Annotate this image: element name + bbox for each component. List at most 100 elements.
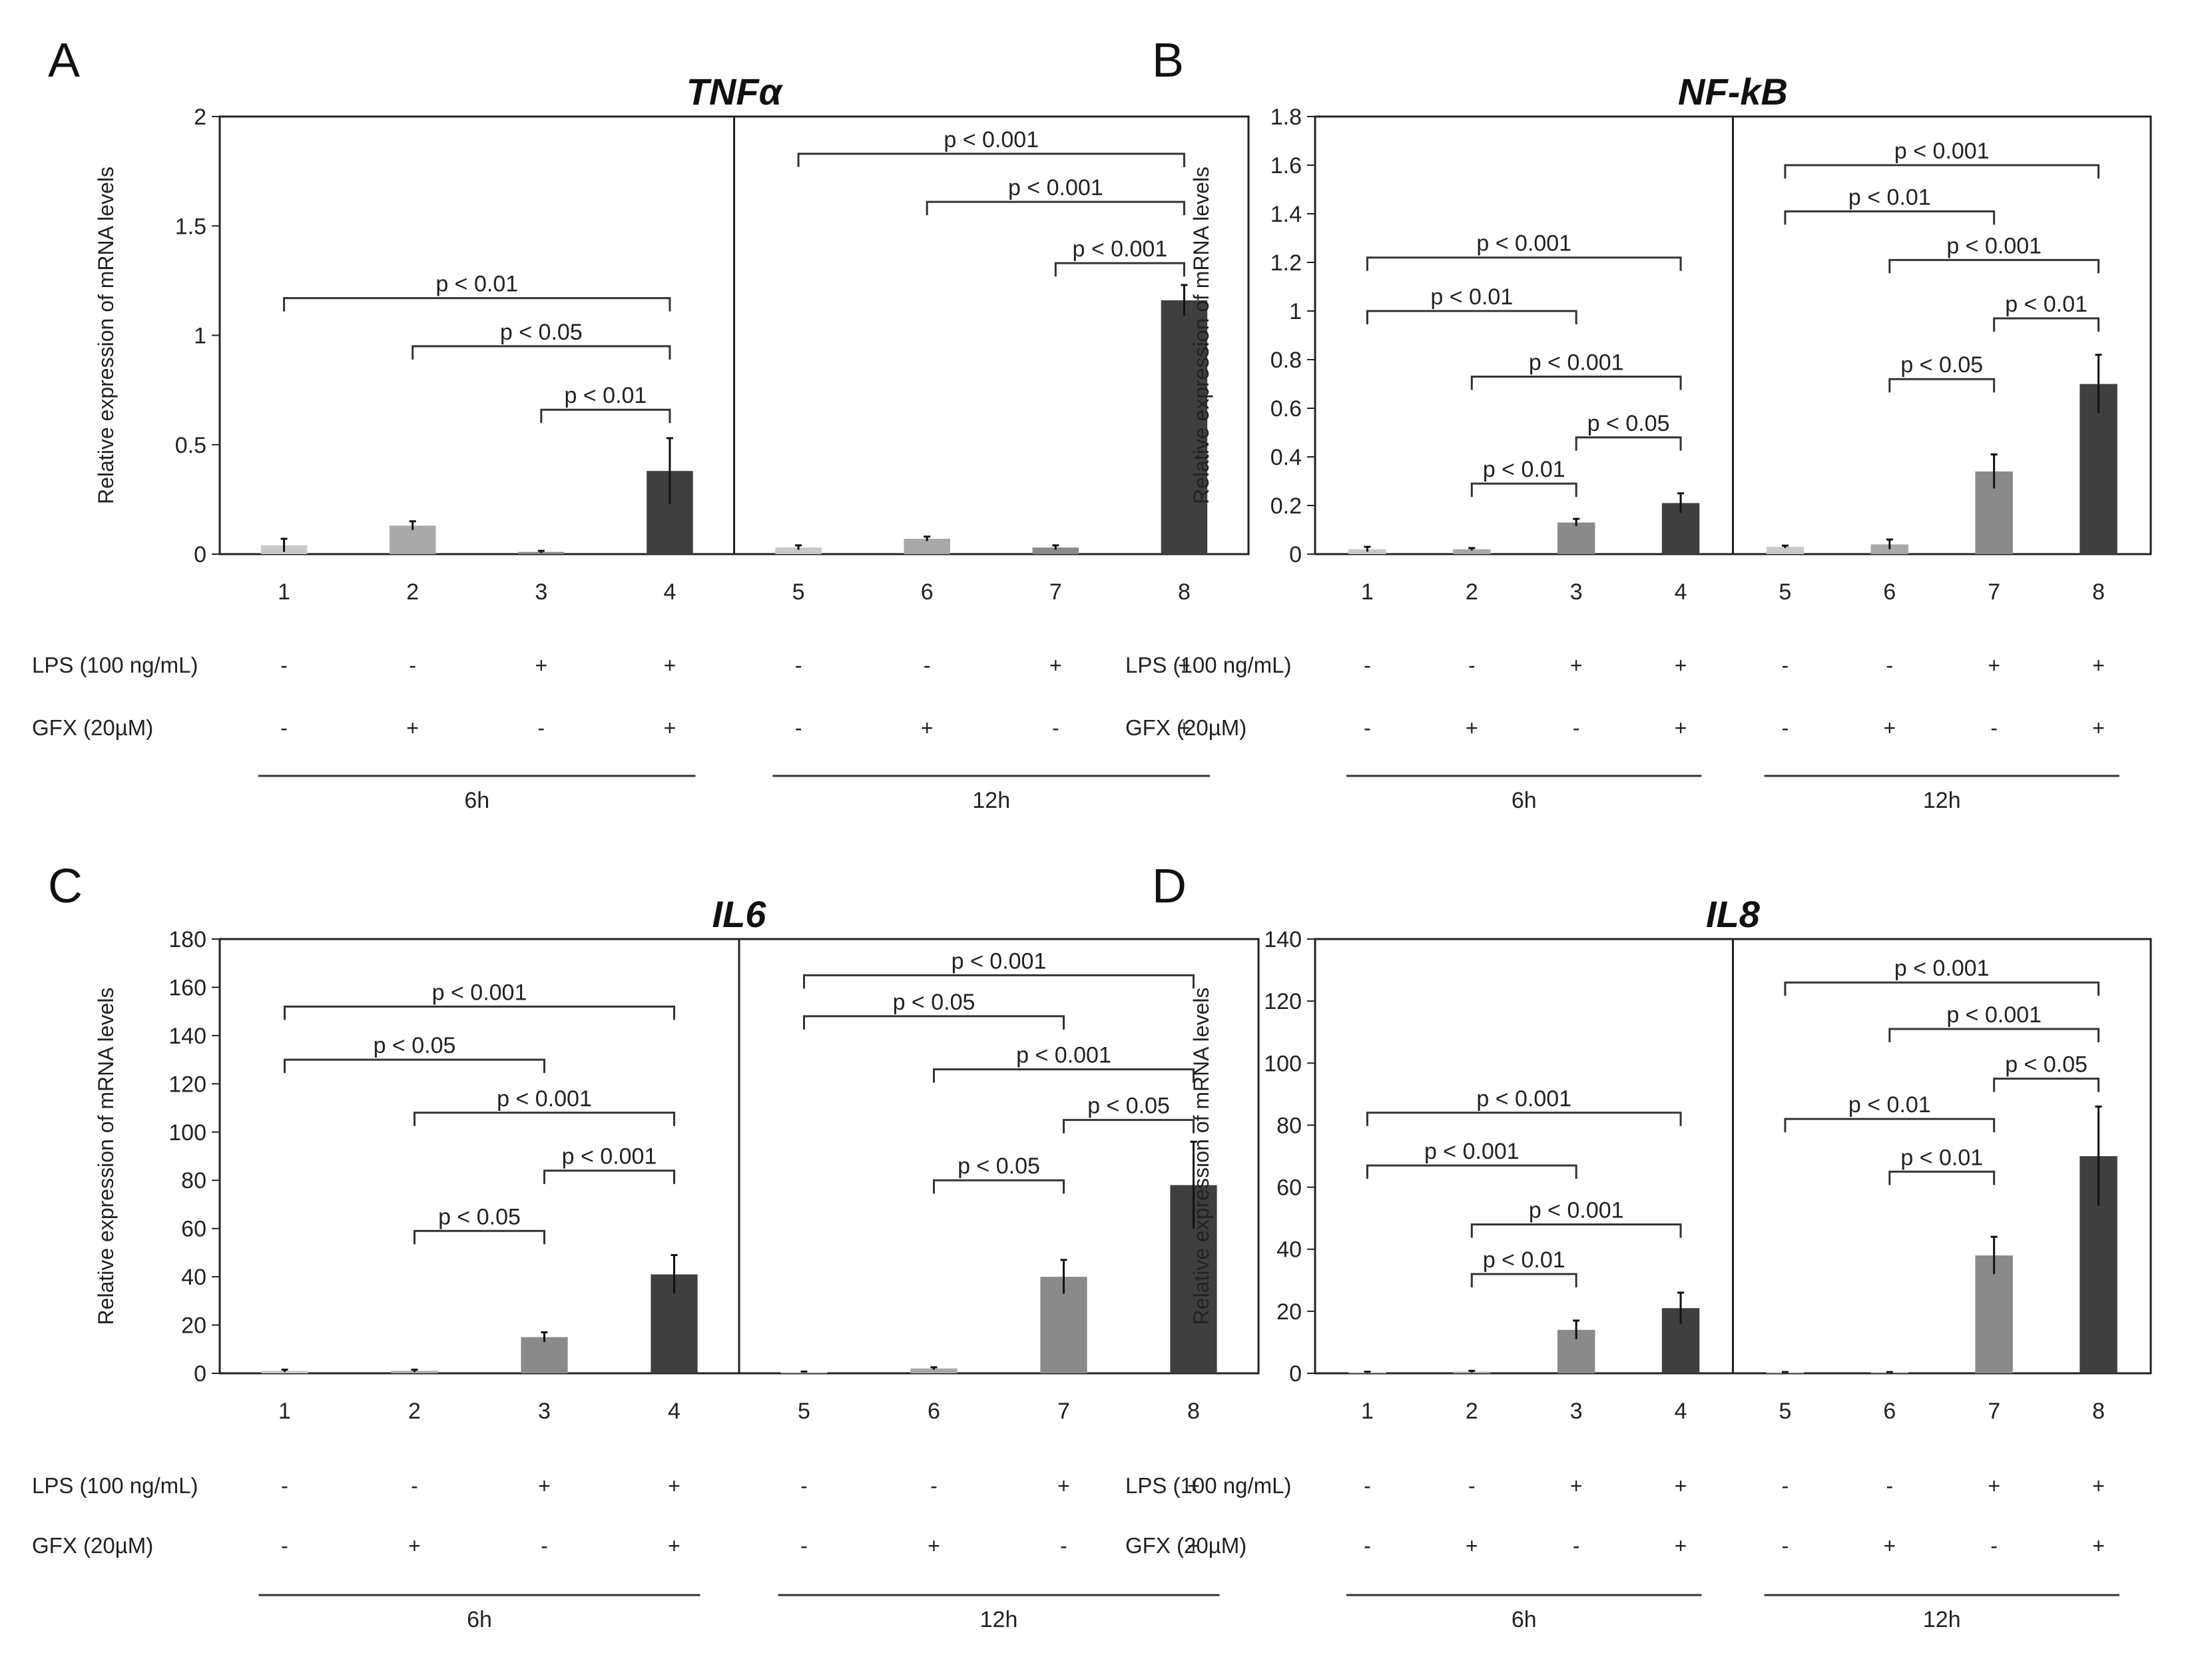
significance-bracket [284, 1005, 675, 1020]
bar [518, 551, 565, 554]
x-tick-label: 7 [1988, 1399, 2000, 1424]
p-value-label: p < 0.05 [1900, 352, 1983, 378]
p-value-label: p < 0.05 [1587, 411, 1670, 436]
y-tick-label: 120 [1264, 989, 1302, 1014]
condition-sign: - [930, 1474, 938, 1498]
condition-sign: + [1675, 1474, 1687, 1498]
x-tick-label: 7 [1049, 579, 1062, 605]
condition-sign: + [1675, 1534, 1687, 1558]
chart-title: IL6 [712, 893, 767, 935]
p-value-label: p < 0.01 [564, 383, 647, 408]
condition-sign: - [1990, 1534, 1998, 1558]
condition-sign: + [1187, 1474, 1200, 1498]
condition-sign: - [1364, 1474, 1371, 1498]
condition-sign: - [541, 1534, 548, 1558]
condition-sign: - [1468, 1474, 1476, 1498]
condition-sign: + [2092, 716, 2105, 740]
p-value-label: p < 0.05 [374, 1033, 456, 1058]
bar [1975, 1255, 2013, 1373]
condition-sign: + [1187, 1534, 1200, 1558]
p-value-label: p < 0.01 [1430, 284, 1513, 310]
significance-bracket [543, 1169, 675, 1184]
condition-sign: - [1052, 716, 1059, 740]
panel-label: C [48, 860, 83, 913]
x-tick-label: 4 [663, 579, 676, 605]
condition-label: LPS (100 ng/mL) [1125, 1473, 1291, 1498]
p-value-label: p < 0.05 [2005, 1052, 2087, 1078]
condition-sign: - [1060, 1534, 1067, 1558]
condition-sign: - [795, 716, 802, 740]
condition-sign: - [1573, 716, 1580, 740]
p-value-label: p < 0.001 [1476, 1086, 1571, 1112]
x-tick-label: 2 [1466, 579, 1478, 605]
y-tick-label: 40 [1276, 1237, 1302, 1263]
condition-label: LPS (100 ng/mL) [1125, 653, 1291, 677]
y-tick-label: 1.8 [1270, 105, 1302, 130]
condition-sign: + [1988, 653, 2000, 677]
significance-bracket [1888, 1170, 1996, 1185]
p-value-label: p < 0.05 [958, 1154, 1040, 1179]
time-group-label: 6h [1512, 788, 1537, 813]
y-tick-label: 1.2 [1270, 250, 1302, 276]
condition-sign: + [1466, 716, 1478, 740]
significance-bracket [803, 1015, 1065, 1030]
y-tick-label: 0.2 [1270, 494, 1302, 519]
p-value-label: p < 0.001 [1529, 350, 1624, 376]
condition-sign: + [1988, 1474, 2000, 1498]
condition-label: GFX (20µM) [1125, 1533, 1246, 1558]
condition-sign: + [535, 653, 547, 677]
panel-b-nfkb: B NF-kB Relative expression of mRNA levels… [1125, 34, 2152, 813]
condition-sign: - [281, 1534, 288, 1558]
chart-title: IL8 [1706, 893, 1761, 935]
condition-label: LPS (100 ng/mL) [32, 653, 198, 677]
condition-sign: - [1886, 1474, 1893, 1498]
y-tick-label: 80 [1276, 1113, 1302, 1138]
x-tick-label: 8 [2092, 1399, 2105, 1424]
x-tick-label: 6 [928, 1399, 940, 1424]
p-value-label: p < 0.05 [1087, 1094, 1170, 1119]
panel-a-tnfa: A TNFα Relative expression of mRNA levels 0… [32, 34, 1250, 813]
x-tick-label: 7 [1057, 1399, 1070, 1424]
condition-sign: - [537, 716, 545, 740]
significance-bracket [803, 974, 1195, 989]
condition-sign: + [1049, 653, 1062, 677]
significance-bracket [933, 1179, 1065, 1194]
x-tick-label: 8 [2092, 579, 2105, 605]
significance-bracket [1470, 1273, 1577, 1287]
y-tick-label: 40 [181, 1265, 206, 1290]
p-value-label: p < 0.001 [1476, 231, 1571, 256]
y-tick-label: 0 [194, 542, 206, 567]
significance-bracket [1366, 1112, 1682, 1126]
y-tick-label: 1.6 [1270, 153, 1302, 178]
significance-bracket [414, 1112, 675, 1126]
condition-sign: + [1178, 716, 1191, 740]
condition-sign: + [2092, 1474, 2105, 1498]
p-value-label: p < 0.01 [435, 272, 518, 297]
bar [521, 1337, 568, 1373]
p-value-label: p < 0.05 [500, 320, 583, 345]
p-value-label: p < 0.001 [1008, 175, 1103, 200]
condition-sign: + [2092, 653, 2105, 677]
bar [1766, 547, 1804, 554]
y-tick-label: 20 [1276, 1299, 1302, 1325]
time-group-label: 12h [1923, 788, 1961, 813]
condition-label: LPS (100 ng/mL) [32, 1473, 198, 1498]
p-value-label: p < 0.001 [944, 127, 1039, 153]
y-tick-label: 1 [1289, 299, 1302, 324]
bar [780, 1372, 828, 1373]
y-axis-label: Relative expression of mRNA levels [94, 988, 118, 1325]
x-tick-label: 8 [1178, 579, 1191, 605]
time-group-label: 12h [972, 788, 1010, 813]
significance-bracket [1063, 1119, 1195, 1134]
condition-sign: - [280, 653, 288, 677]
p-value-label: p < 0.05 [438, 1204, 521, 1229]
condition-sign: + [664, 653, 677, 677]
significance-bracket [1888, 258, 2100, 274]
p-value-label: p < 0.05 [893, 990, 975, 1015]
significance-bracket [797, 153, 1185, 167]
y-tick-label: 160 [168, 975, 206, 1000]
p-value-label: p < 0.001 [1946, 1002, 2042, 1028]
significance-bracket [1366, 256, 1682, 271]
p-value-label: p < 0.001 [562, 1144, 657, 1169]
